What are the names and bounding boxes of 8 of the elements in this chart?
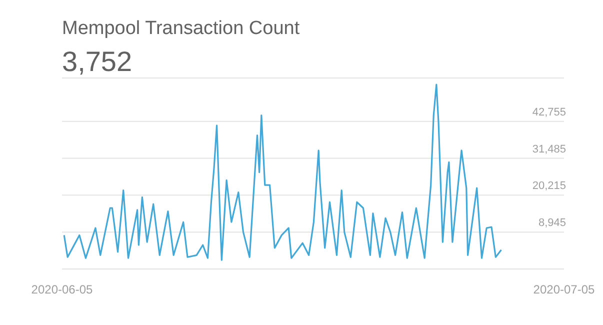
chart-title: Mempool Transaction Count [62,18,300,40]
y-tick-label: 8,945 [538,217,566,230]
y-tick-label: 42,755 [532,106,566,118]
y-tick-label: 31,485 [532,143,566,156]
chart-subtitle: 3,752 [62,46,132,78]
x-tick-label: 2020-06-05 [31,282,94,297]
y-tick-label: 20,215 [532,180,566,192]
x-tick-label: 2020-07-05 [533,282,596,297]
